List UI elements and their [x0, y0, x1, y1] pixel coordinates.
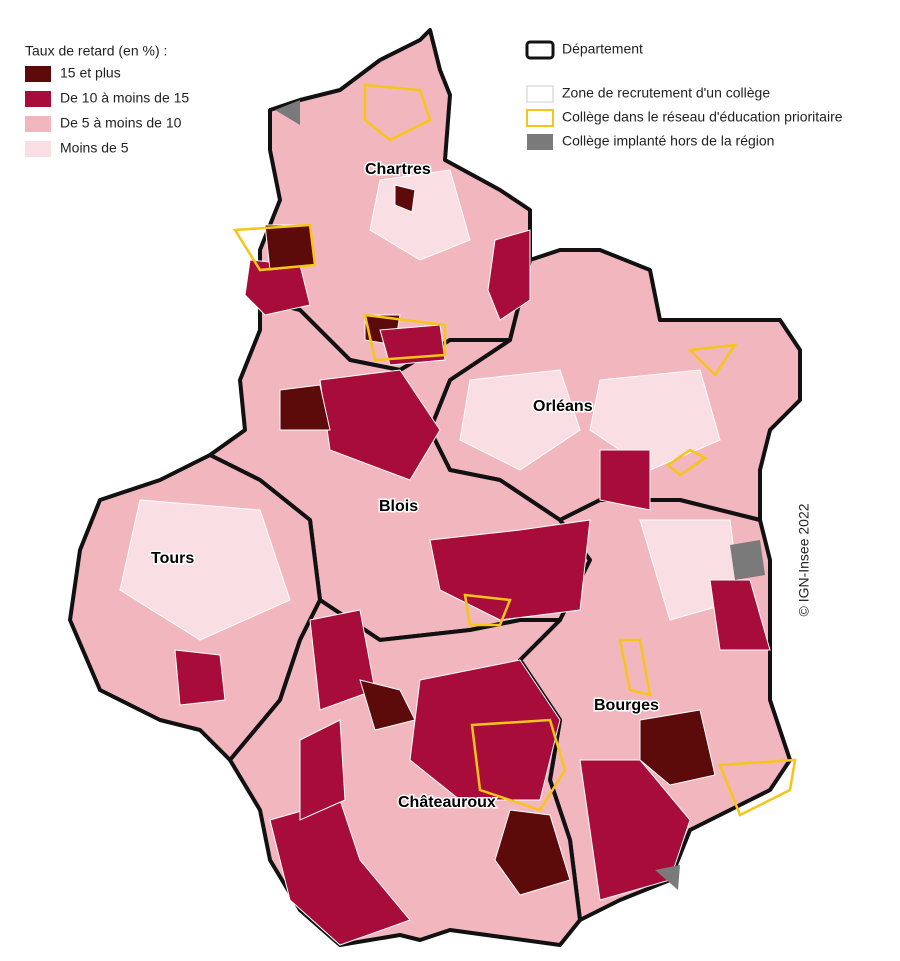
city-label: Tours [151, 550, 194, 567]
priority-zone [687, 343, 738, 377]
legend-swatch [527, 134, 553, 150]
legend-label: Département [562, 41, 643, 57]
zone [494, 809, 571, 896]
zone [709, 579, 771, 651]
city-label: Chartres [365, 161, 431, 178]
outside-zone [655, 865, 680, 890]
legend-label: De 10 à moins de 15 [60, 90, 189, 106]
credit: © IGN-Insee 2022 [796, 503, 812, 616]
legend-label: Zone de recrutement d'un collège [562, 85, 770, 101]
priority-zone [618, 638, 652, 697]
legend-label: De 5 à moins de 10 [60, 115, 182, 131]
zone [579, 759, 691, 901]
zone [279, 384, 331, 431]
city-label: Bourges [594, 697, 659, 714]
priority-zone [463, 593, 512, 627]
legend-label: Moins de 5 [60, 140, 129, 156]
zone [394, 184, 416, 213]
zone [119, 499, 291, 641]
legend-swatch [525, 40, 555, 60]
city-label: Blois [379, 498, 418, 515]
zones [119, 83, 797, 946]
zone [319, 369, 441, 481]
zone [174, 649, 226, 706]
legend-swatch [25, 141, 51, 157]
priority-zone [232, 223, 317, 272]
legend: Taux de retard (en %) : 15 et plus De 10… [25, 43, 189, 157]
legend-title: Taux de retard (en %) : [25, 43, 167, 59]
zone [264, 224, 316, 271]
legend-swatch [526, 85, 554, 103]
priority-zone [470, 718, 567, 812]
legend-swatch [25, 66, 51, 82]
city-label: Orléans [533, 398, 593, 415]
priority-zone [363, 83, 432, 142]
zone [409, 659, 561, 801]
zone [639, 709, 716, 786]
priority-zone [665, 448, 708, 477]
priority-zone [718, 758, 797, 817]
zone [459, 369, 581, 471]
city-label: Châteauroux [398, 794, 496, 811]
zone [599, 449, 651, 511]
legend-label: 15 et plus [60, 65, 121, 81]
legend-swatch [25, 116, 51, 132]
priority-zone [363, 313, 447, 362]
legend-label: Collège implanté hors de la région [562, 133, 774, 149]
legend-2: Département Zone de recrutement d'un col… [525, 40, 843, 150]
outside-zone [730, 540, 765, 580]
legend-label: Collège dans le réseau d'éducation prior… [562, 109, 843, 125]
city-labels: Chartres Orléans Blois Tours Bourges Châ… [150, 160, 661, 813]
zone [487, 229, 531, 321]
zone [299, 719, 346, 821]
zone [359, 679, 416, 731]
legend-swatch [526, 109, 554, 127]
outside-zone [275, 100, 300, 125]
zone [589, 369, 721, 471]
legend-swatch [25, 91, 51, 107]
